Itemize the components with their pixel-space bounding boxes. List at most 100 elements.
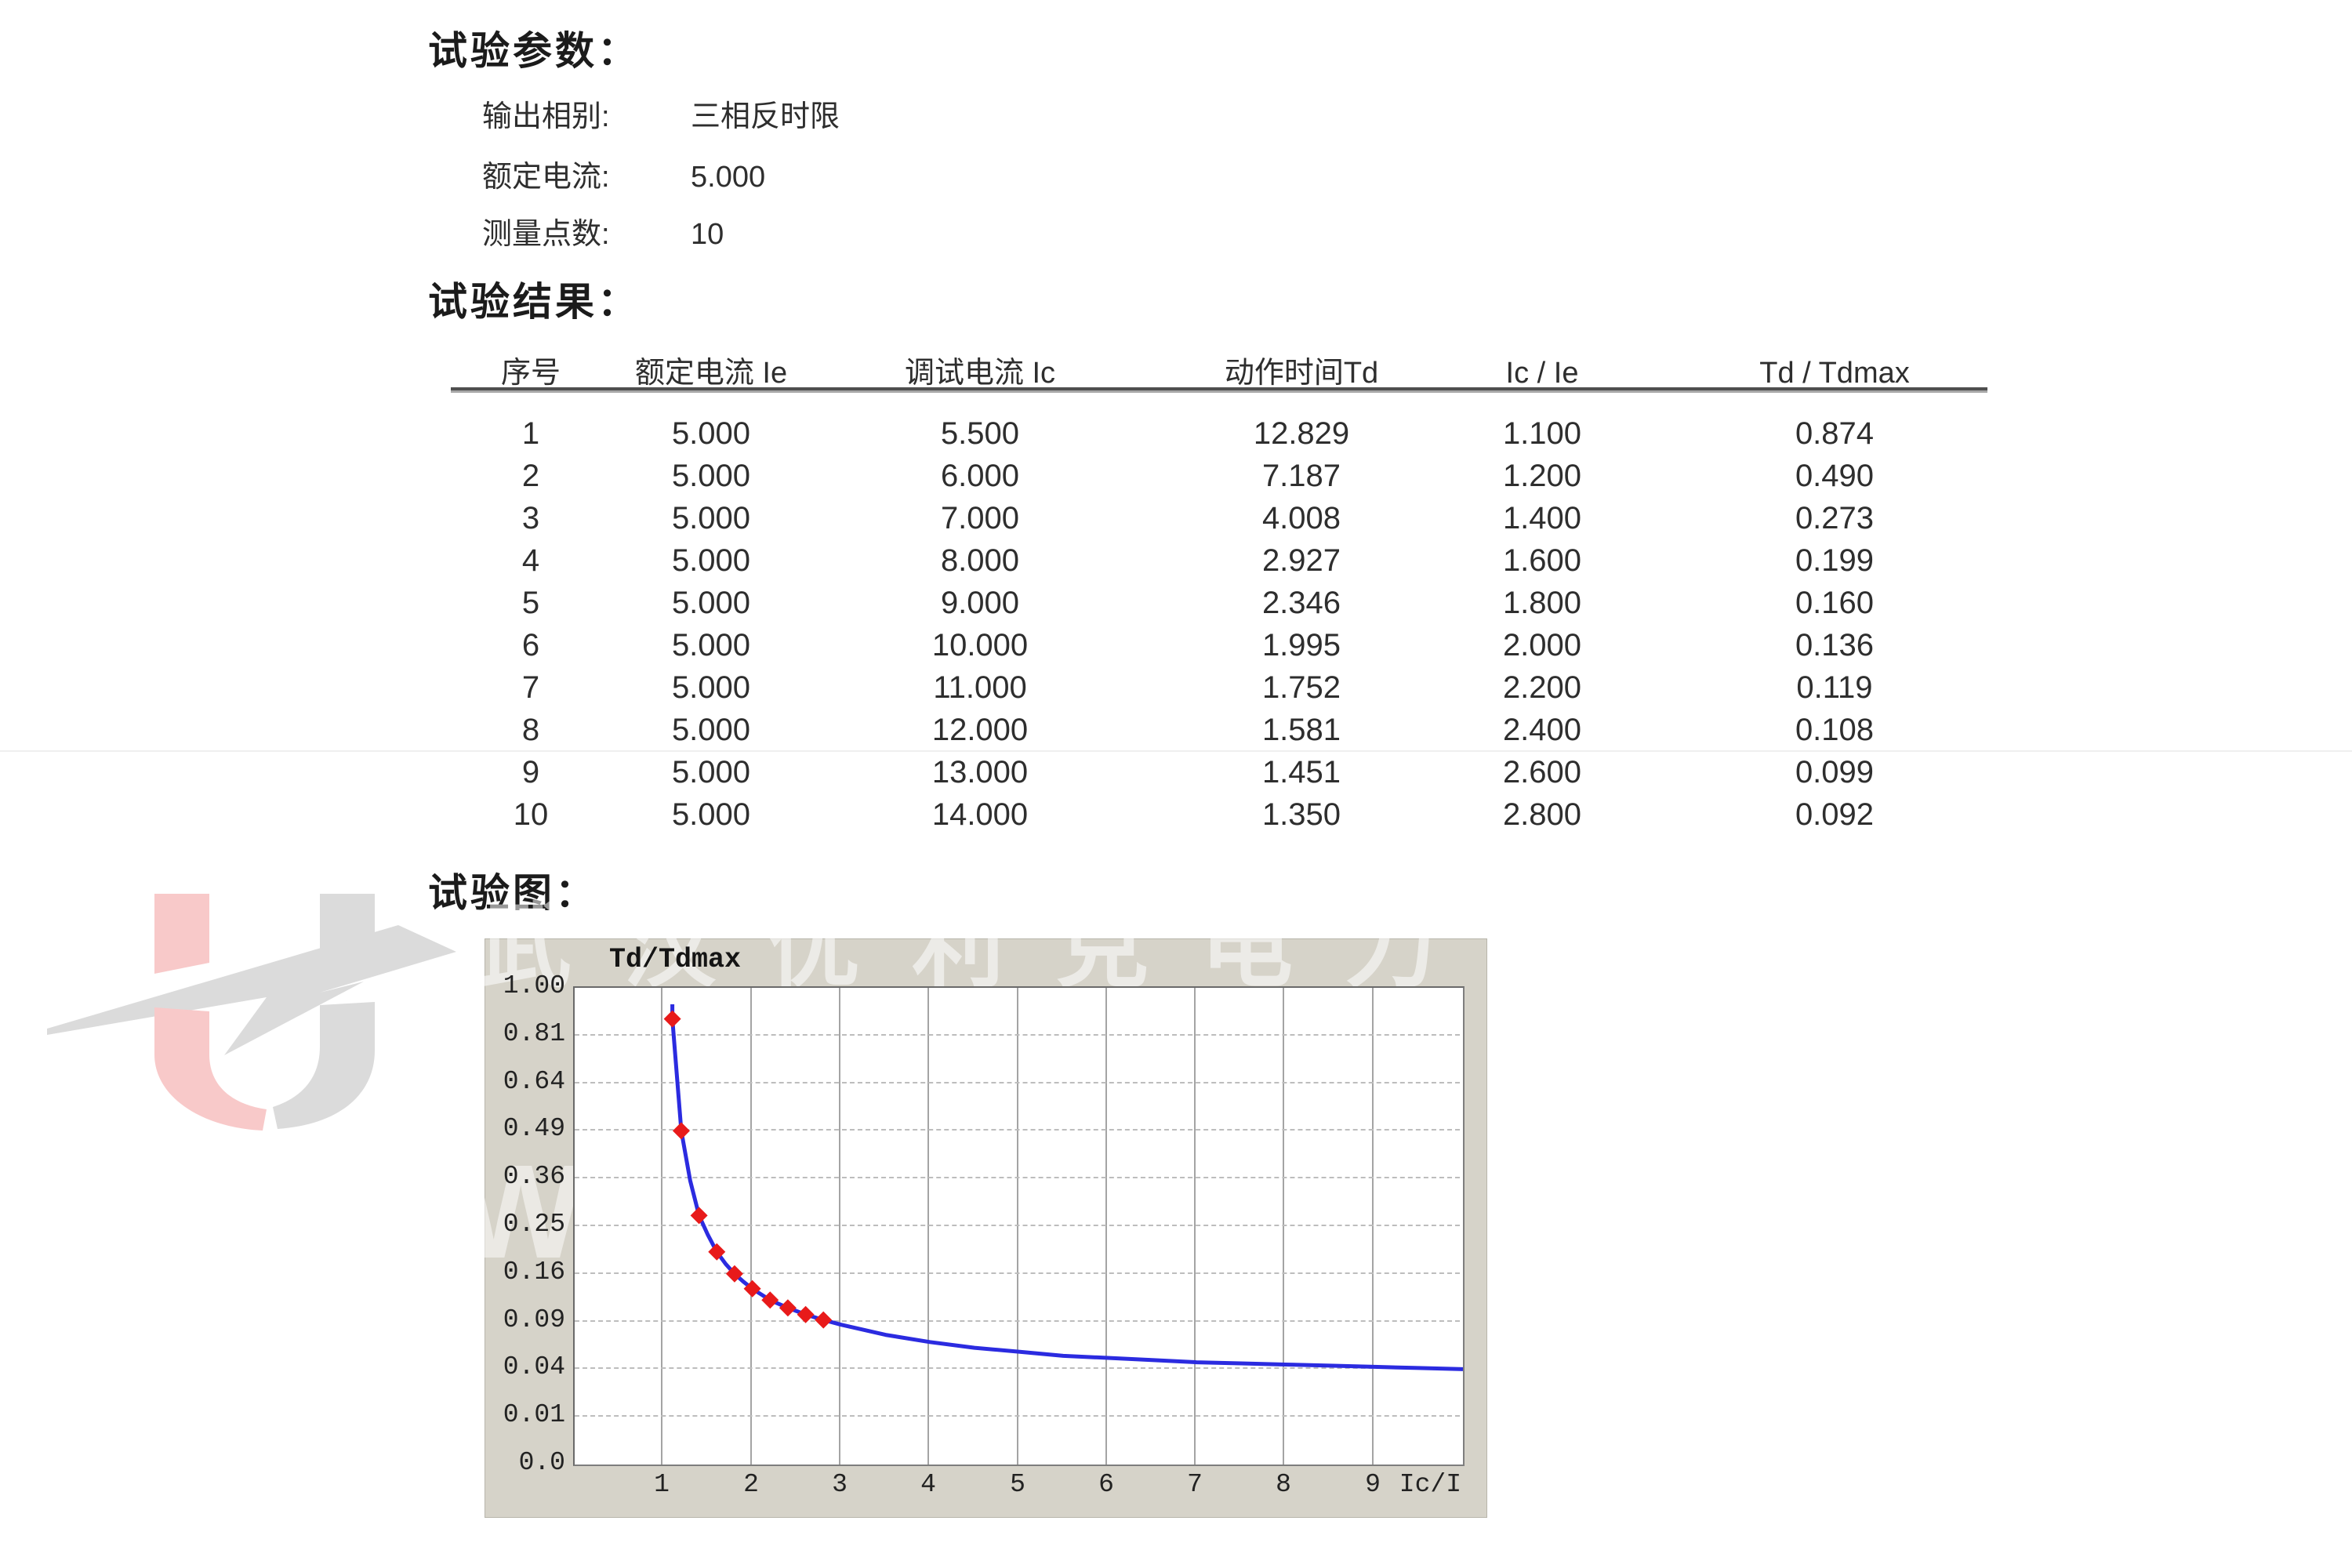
x-tick-label: 7 bbox=[1187, 1470, 1203, 1499]
results-section-title: 试验结果： bbox=[428, 280, 640, 324]
column-header: 调试电流 Ic bbox=[904, 357, 1056, 390]
table-cell: 0.119 bbox=[1796, 670, 1873, 705]
table-cell: 5.000 bbox=[671, 543, 751, 578]
param-value: 5.000 bbox=[691, 161, 766, 194]
horizontal-gridline bbox=[575, 1415, 1460, 1417]
column-header: Ic / Ie bbox=[1505, 357, 1579, 390]
chart-panel: 武汉优利克电力 W Td/Tdmax 1.00 0.81 0.64 0.49 0.36 0… bbox=[458, 898, 1487, 1518]
table-cell: 7.187 bbox=[1261, 459, 1341, 493]
logo-u-right bbox=[273, 1002, 375, 1129]
table-cell: 5.000 bbox=[671, 670, 751, 705]
results-table-header: 序号 额定电流 Ie 调试电流 Ic 动作时间Td Ic / Ie Td / Tdmax bbox=[0, 354, 2352, 392]
table-cell: 14.000 bbox=[931, 797, 1029, 832]
table-cell: 2.927 bbox=[1261, 543, 1341, 578]
data-point-marker bbox=[779, 1299, 797, 1317]
table-cell: 1.995 bbox=[1261, 628, 1341, 662]
table-cell: 8.000 bbox=[940, 543, 1020, 578]
table-cell: 0.092 bbox=[1795, 797, 1875, 832]
params-section-title: 试验参数： bbox=[428, 29, 640, 73]
chart-y-axis-title: Td/Tdmax bbox=[609, 944, 742, 975]
table-cell: 12.000 bbox=[931, 713, 1029, 747]
horizontal-gridline bbox=[575, 1320, 1460, 1322]
table-cell: 7.000 bbox=[940, 501, 1020, 535]
column-header: 额定电流 Ie bbox=[634, 357, 788, 390]
data-point-marker bbox=[672, 1122, 690, 1140]
vertical-gridline bbox=[661, 988, 662, 1465]
table-cell: 2 bbox=[521, 459, 540, 493]
horizontal-gridline bbox=[575, 1129, 1460, 1131]
table-cell: 0.136 bbox=[1795, 628, 1875, 662]
data-point-marker bbox=[708, 1243, 726, 1261]
table-cell: 5.500 bbox=[940, 416, 1020, 451]
vertical-gridline bbox=[1194, 988, 1196, 1465]
table-cell: 0.160 bbox=[1795, 586, 1875, 620]
data-point-marker bbox=[743, 1279, 761, 1298]
horizontal-gridline bbox=[575, 1034, 1460, 1036]
curve-plot bbox=[663, 1004, 1463, 1371]
company-logo-watermark bbox=[47, 894, 456, 1131]
x-tick-label: 5 bbox=[1010, 1470, 1025, 1499]
inverse-time-curve bbox=[670, 1004, 1463, 1371]
param-label: 输出相别: bbox=[482, 100, 610, 133]
table-cell: 5.000 bbox=[671, 797, 751, 832]
table-cell: 1.400 bbox=[1502, 501, 1582, 535]
table-cell: 2.200 bbox=[1502, 670, 1582, 705]
x-tick-label: 4 bbox=[920, 1470, 936, 1499]
data-point-marker bbox=[725, 1265, 743, 1283]
data-point-marker bbox=[663, 1010, 681, 1028]
data-point-marker bbox=[797, 1305, 815, 1323]
data-point-marker bbox=[761, 1291, 779, 1309]
column-header: 动作时间Td bbox=[1224, 357, 1379, 390]
table-row: 5 5.000 9.000 2.346 1.800 0.160 bbox=[0, 582, 2352, 624]
table-row: 7 5.000 11.000 1.752 2.200 0.119 bbox=[0, 666, 2352, 709]
table-cell: 5.000 bbox=[671, 713, 751, 747]
table-cell: 0.490 bbox=[1795, 459, 1875, 493]
horizontal-gridline bbox=[575, 1272, 1460, 1274]
y-tick-label: 1.00 bbox=[503, 971, 565, 1000]
table-cell: 10 bbox=[513, 797, 549, 832]
scan-artifact-line bbox=[0, 750, 2352, 752]
table-cell: 5.000 bbox=[671, 628, 751, 662]
table-cell: 0.108 bbox=[1795, 713, 1875, 747]
table-cell: 10.000 bbox=[931, 628, 1029, 662]
logo-pink-bar bbox=[154, 894, 209, 974]
column-header: Td / Tdmax bbox=[1759, 357, 1910, 390]
x-tick-label: 3 bbox=[832, 1470, 848, 1499]
column-header: 序号 bbox=[500, 357, 561, 390]
table-cell: 5.000 bbox=[671, 416, 751, 451]
y-tick-label: 0.0 bbox=[518, 1448, 565, 1477]
table-row: 6 5.000 10.000 1.995 2.000 0.136 bbox=[0, 624, 2352, 666]
table-cell: 1.752 bbox=[1261, 670, 1341, 705]
table-cell: 1.200 bbox=[1502, 459, 1582, 493]
table-cell: 5.000 bbox=[671, 501, 751, 535]
param-value: 10 bbox=[691, 218, 724, 251]
watermark-partial-letter: W bbox=[458, 1138, 584, 1287]
vertical-gridline bbox=[750, 988, 752, 1465]
table-cell: 0.099 bbox=[1795, 755, 1875, 789]
table-cell: 1.800 bbox=[1502, 586, 1582, 620]
y-tick-label: 0.16 bbox=[503, 1258, 565, 1287]
table-row: 4 5.000 8.000 2.927 1.600 0.199 bbox=[0, 539, 2352, 582]
table-cell: 4 bbox=[521, 543, 540, 578]
y-tick-label: 0.04 bbox=[503, 1352, 565, 1381]
table-cell: 1.100 bbox=[1502, 416, 1582, 451]
table-cell: 1.581 bbox=[1261, 713, 1341, 747]
table-cell: 5.000 bbox=[671, 586, 751, 620]
table-cell: 6.000 bbox=[940, 459, 1020, 493]
vertical-gridline bbox=[927, 988, 929, 1465]
table-cell: 2.346 bbox=[1261, 586, 1341, 620]
table-row: 10 5.000 14.000 1.350 2.800 0.092 bbox=[0, 793, 2352, 836]
x-tick-label: 1 bbox=[654, 1470, 670, 1499]
y-tick-label: 0.09 bbox=[503, 1305, 565, 1334]
table-cell: 2.800 bbox=[1502, 797, 1582, 832]
x-tick-label: 2 bbox=[743, 1470, 759, 1499]
table-cell: 2.400 bbox=[1502, 713, 1582, 747]
table-cell: 9.000 bbox=[940, 586, 1020, 620]
table-cell: 1.451 bbox=[1261, 755, 1341, 789]
y-tick-label: 0.25 bbox=[503, 1210, 565, 1239]
table-row: 1 5.000 5.500 12.829 1.100 0.874 bbox=[0, 412, 2352, 455]
x-tick-label: 9 bbox=[1365, 1470, 1381, 1499]
table-cell: 1 bbox=[521, 416, 540, 451]
plot-area bbox=[573, 986, 1465, 1466]
